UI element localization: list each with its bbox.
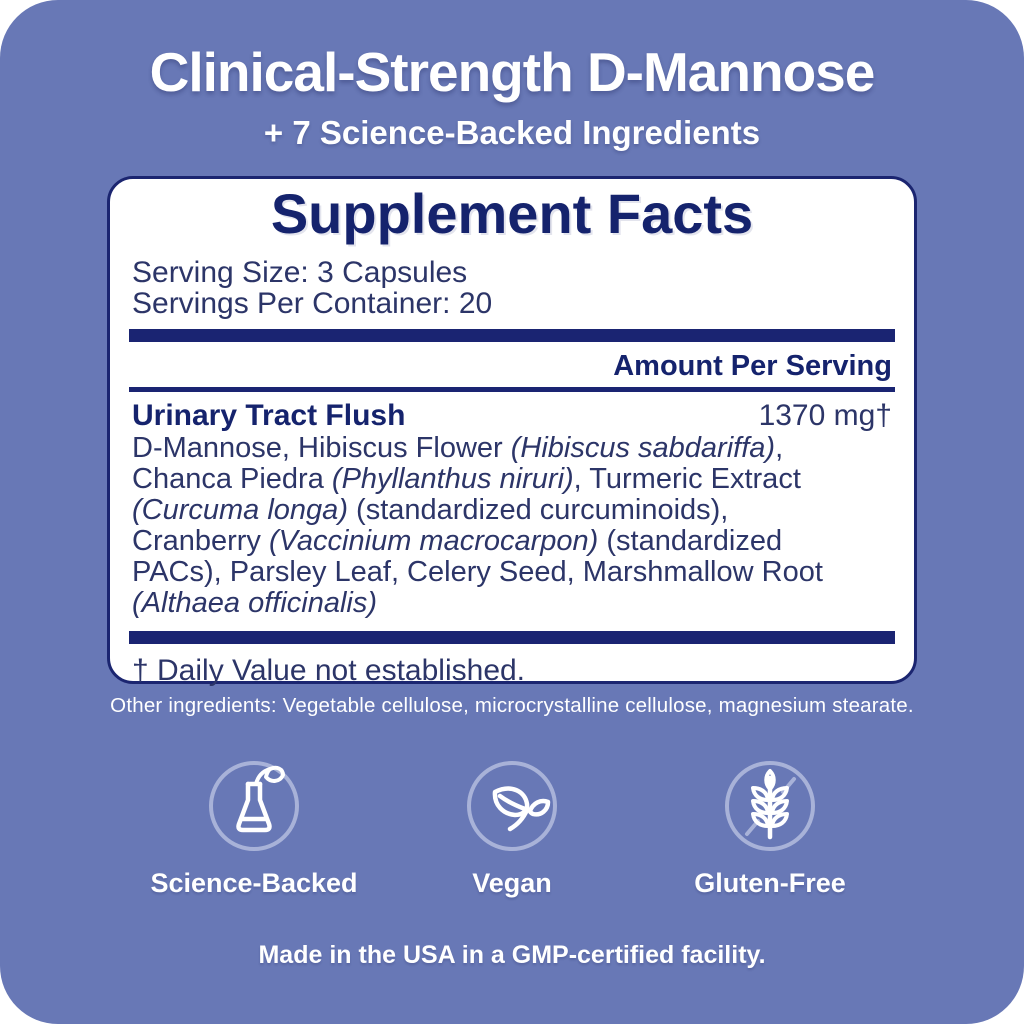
badge-gluten-free: Gluten-Free bbox=[641, 758, 899, 899]
product-title: Clinical-Strength D-Mannose bbox=[149, 41, 876, 103]
supplement-facts-panel: Supplement Facts Serving Size: 3 Capsule… bbox=[107, 176, 917, 687]
badge-vegan: Vegan bbox=[383, 758, 641, 899]
made-in-usa-text: Made in the USA in a GMP-certified facil… bbox=[258, 941, 766, 969]
supplement-facts-heading: Supplement Facts bbox=[270, 182, 754, 245]
ingredients-text: D-Mannose, Hibiscus Flower (Hibiscus sab… bbox=[132, 432, 823, 619]
flask-sprout-icon bbox=[125, 758, 383, 854]
badge-row: Science-Backed Vegan bbox=[0, 758, 1024, 899]
blend-amount: 1370 mg† bbox=[758, 399, 892, 432]
badge-label-gluten-free: Gluten-Free bbox=[694, 868, 846, 898]
wheat-crossed-icon bbox=[641, 758, 899, 854]
product-subtitle: + 7 Science-Backed Ingredients bbox=[263, 114, 761, 151]
badge-label-vegan: Vegan bbox=[472, 868, 552, 898]
servings-per-container: Servings Per Container: 20 bbox=[132, 287, 493, 320]
blend-row: Urinary Tract Flush 1370 mg† bbox=[132, 400, 892, 431]
serving-size: Serving Size: 3 Capsules bbox=[132, 256, 468, 289]
badge-label-science-backed: Science-Backed bbox=[150, 868, 358, 898]
amount-per-serving-header: Amount Per Serving bbox=[613, 350, 892, 382]
other-ingredients: Other ingredients: Vegetable cellulose, … bbox=[110, 694, 914, 717]
divider-thick-bottom bbox=[129, 631, 895, 644]
divider-thick-top bbox=[129, 329, 895, 342]
leaves-icon bbox=[383, 758, 641, 854]
divider-thin bbox=[129, 387, 895, 392]
badge-science-backed: Science-Backed bbox=[125, 758, 383, 899]
blend-name: Urinary Tract Flush bbox=[132, 399, 406, 432]
daily-value-footnote: † Daily Value not established. bbox=[132, 654, 526, 687]
